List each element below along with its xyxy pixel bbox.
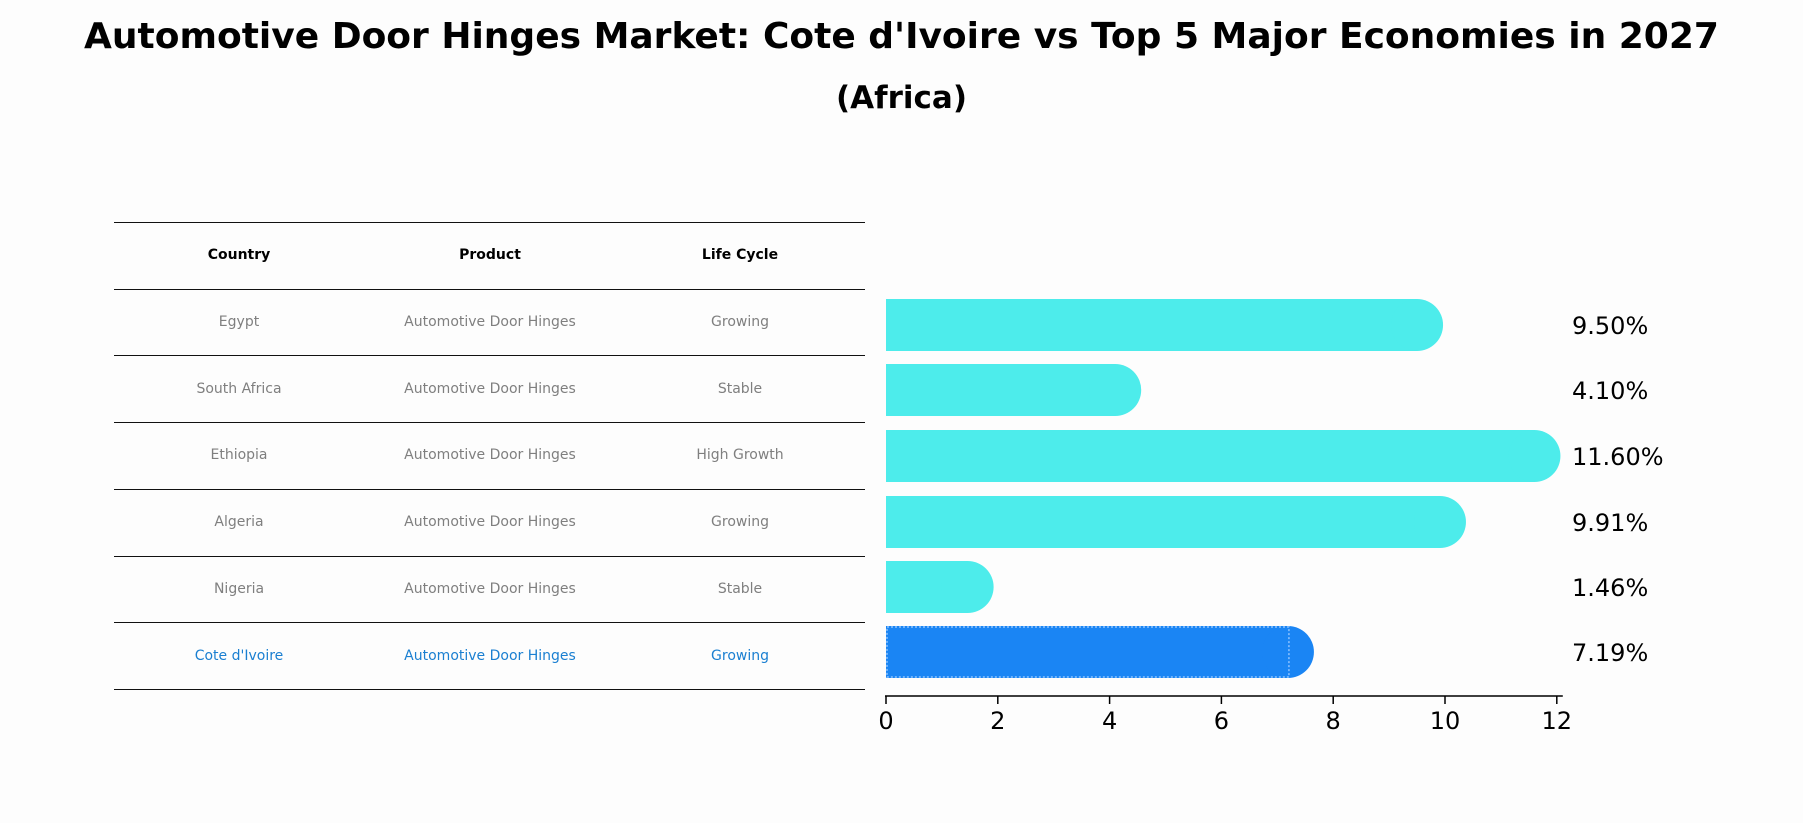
- table-cell: Algeria: [214, 514, 264, 531]
- value-label: 1.46%: [1572, 574, 1648, 602]
- table-cell: South Africa: [196, 380, 282, 397]
- x-tick-label: 2: [990, 707, 1005, 735]
- bar-cap: [1261, 626, 1314, 678]
- value-label: 9.50%: [1572, 312, 1648, 340]
- bar: [886, 430, 1535, 482]
- table-cell: Automotive Door Hinges: [404, 647, 576, 664]
- table-cell: High Growth: [696, 447, 784, 464]
- bar: [886, 626, 1288, 678]
- value-label: 9.91%: [1572, 509, 1648, 537]
- table-rule: [114, 422, 865, 424]
- table-rule: [114, 222, 865, 223]
- value-label: 7.19%: [1572, 639, 1648, 667]
- x-tick-label: 12: [1542, 707, 1573, 735]
- highlight-outline: [886, 626, 1290, 678]
- x-tick-label: 8: [1326, 707, 1341, 735]
- table-rule: [114, 622, 865, 624]
- table-rule: [114, 488, 865, 490]
- table-cell: Growing: [711, 514, 769, 531]
- table-cell: Growing: [711, 314, 769, 331]
- table-cell: Automotive Door Hinges: [404, 514, 576, 531]
- table-cell: Egypt: [218, 314, 260, 331]
- table-rule: [114, 288, 865, 290]
- bar-cap: [1508, 430, 1561, 482]
- bar-cap: [941, 561, 994, 613]
- table-header-cell: Product: [459, 247, 521, 264]
- value-label: 4.10%: [1572, 377, 1648, 405]
- bar-cap: [1413, 496, 1466, 548]
- table-cell: Stable: [717, 580, 763, 597]
- table-cell: Growing: [711, 647, 769, 664]
- table-cell: Cote d'Ivoire: [194, 647, 284, 664]
- table-cell: Automotive Door Hinges: [404, 380, 576, 397]
- bar-cap: [1391, 299, 1444, 351]
- table-header-cell: Life Cycle: [701, 247, 779, 264]
- bar: [886, 496, 1440, 548]
- chart-title: Automotive Door Hinges Market: Cote d'Iv…: [84, 16, 1719, 57]
- table-rule: [114, 688, 865, 690]
- table-cell: Ethiopia: [210, 447, 268, 464]
- table-header-cell: Country: [207, 247, 271, 264]
- table-cell: Nigeria: [213, 580, 265, 597]
- table-rule: [114, 355, 865, 357]
- chart-subtitle: (Africa): [835, 80, 968, 116]
- table-cell: Automotive Door Hinges: [404, 314, 576, 331]
- table-cell: Automotive Door Hinges: [404, 447, 576, 464]
- table-rule: [114, 555, 865, 557]
- x-tick-label: 4: [1102, 707, 1117, 735]
- value-label: 11.60%: [1572, 443, 1664, 471]
- bar-cap: [1089, 364, 1142, 416]
- bar: [886, 299, 1418, 351]
- table-cell: Automotive Door Hinges: [404, 580, 576, 597]
- table-cell: Stable: [717, 380, 763, 397]
- x-tick-label: 10: [1430, 707, 1461, 735]
- bar: [886, 364, 1116, 416]
- x-tick-label: 0: [878, 707, 893, 735]
- x-tick-label: 6: [1214, 707, 1229, 735]
